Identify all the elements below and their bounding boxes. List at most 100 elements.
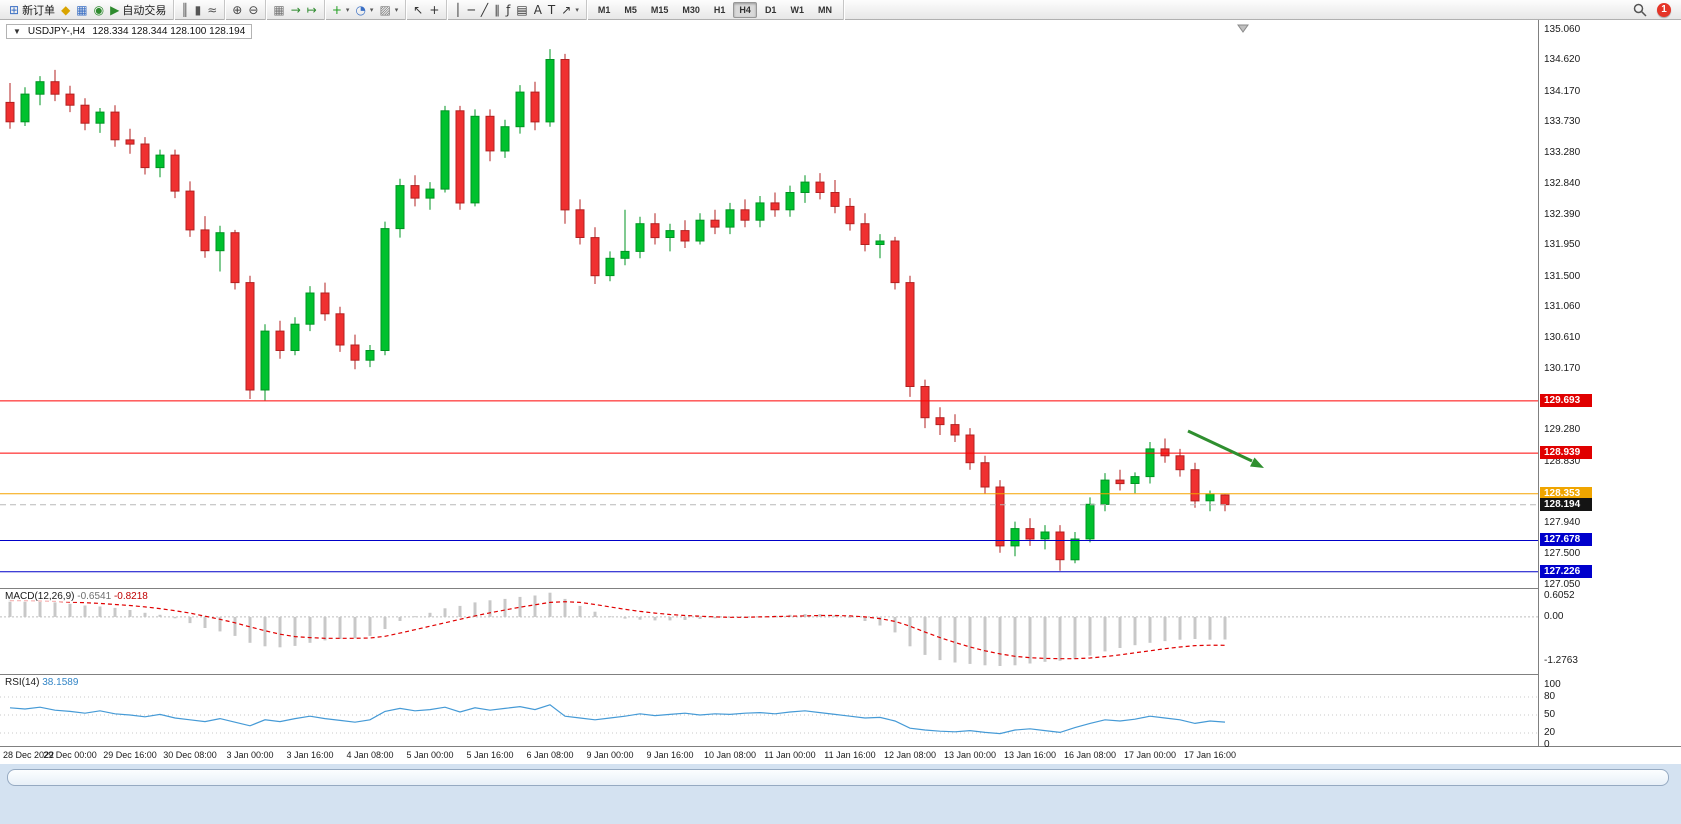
price-tick: 133.280 (1544, 147, 1581, 158)
search-icon[interactable] (1633, 3, 1647, 17)
price-tick: 134.170 (1544, 86, 1581, 97)
price-tick: 127.050 (1544, 579, 1581, 590)
templates-icon: ▨ (379, 2, 391, 17)
trendline-button[interactable]: ╱ (478, 1, 491, 19)
toolbar-group: │ ─ ╱ ∥ ƒ ▤ A T ↗ ▾ (447, 0, 587, 20)
candlestick-chart-button[interactable]: ▮ (192, 1, 205, 19)
price-tick: 129.280 (1544, 424, 1581, 435)
rsi-pane[interactable]: RSI(14) 38.1589 (0, 674, 1538, 746)
rsi-value: 38.1589 (42, 677, 79, 688)
timeframe-m5-button[interactable]: M5 (624, 4, 637, 15)
time-label: 30 Dec 08:00 (163, 750, 217, 760)
time-label: 9 Jan 16:00 (646, 750, 694, 760)
timeframe-w1-button[interactable]: W1 (790, 4, 804, 15)
toolbar-group: ↖ + (406, 0, 448, 20)
time-label: 29 Dec 00:00 (43, 750, 97, 760)
price-tick: 128.830 (1544, 456, 1581, 467)
cursor-button[interactable]: ↖ (410, 1, 426, 19)
templates-button[interactable]: ▨ ▾ (376, 1, 401, 19)
price-badge: 129.693 (1540, 394, 1592, 407)
metaeditor-icon: ◆ (61, 2, 71, 17)
toolbar-group: ║ ▮ ≈ (174, 0, 226, 20)
chart-shift-button[interactable]: ↦ (304, 1, 320, 19)
tile-windows-icon: ▦ (273, 2, 285, 17)
autotrading-button[interactable]: ▶ 自动交易 (107, 1, 169, 19)
rsi-header: RSI(14) 38.1589 (5, 677, 79, 688)
text-button[interactable]: A (531, 1, 545, 19)
macd-main-value: -0.6541 (77, 591, 112, 602)
zoom-in-button[interactable]: ⊕ (229, 1, 245, 19)
collapse-toggle-icon[interactable]: ▼ (13, 27, 21, 36)
periods-icon: ◔ (355, 2, 366, 17)
price-badge: 128.194 (1540, 498, 1592, 511)
timeframe-d1-button[interactable]: D1 (764, 4, 777, 15)
new-order-button[interactable]: ⊞ 新订单 (6, 1, 58, 19)
macd-signal-value: -0.8218 (113, 591, 148, 602)
periods-button[interactable]: ◔ ▾ (352, 1, 376, 19)
timeframe-mn-button[interactable]: MN (817, 4, 832, 15)
timeframe-m15-button[interactable]: M15 (650, 4, 669, 15)
price-badge: 128.353 (1540, 487, 1592, 500)
price-tick: 135.060 (1544, 24, 1581, 35)
fibonacci-button[interactable]: ƒ (503, 1, 513, 19)
text-label-icon: T (547, 2, 556, 17)
crosshair-button[interactable]: + (426, 1, 442, 19)
rsi-axis-tick: 0 (1544, 739, 1550, 750)
price-axis[interactable]: 135.060 134.620 134.170 133.730 133.280 132.8… (1538, 20, 1681, 750)
macd-pane[interactable]: MACD(12,26,9) -0.6541 -0.8218 (0, 588, 1538, 674)
shapes-icon: ▤ (516, 2, 528, 17)
price-badge: 127.226 (1540, 565, 1592, 578)
toolbar-group: + ▾ ◔ ▾ ▨ ▾ (325, 0, 407, 20)
horizontal-scrollbar[interactable] (7, 769, 1669, 786)
time-label: 12 Jan 08:00 (883, 750, 937, 760)
horizontal-line-button[interactable]: ─ (465, 1, 478, 19)
zoom-in-icon: ⊕ (232, 2, 243, 17)
timeframe-m1-button[interactable]: M1 (597, 4, 611, 15)
price-tick: 130.610 (1544, 332, 1581, 343)
shapes-button[interactable]: ▤ (513, 1, 530, 19)
line-chart-button[interactable]: ≈ (204, 1, 220, 19)
rsi-axis-tick: 100 (1544, 679, 1561, 690)
timeframe-h1-button[interactable]: H1 (713, 4, 726, 15)
main-chart-pane[interactable]: ▼ USDJPY-,H4 128.334 128.344 128.100 128… (0, 20, 1538, 588)
market-watch-button[interactable]: ▦ (73, 1, 90, 19)
time-label: 5 Jan 16:00 (466, 750, 514, 760)
arrows-icon: ↗ (561, 2, 572, 17)
arrows-button[interactable]: ↗ ▾ (558, 1, 582, 19)
tile-windows-button[interactable]: ▦ (270, 1, 287, 19)
new-order-button-label: 新订单 (22, 4, 56, 17)
time-axis[interactable]: 28 Dec 2022 29 Dec 00:00 29 Dec 16:00 30 De… (0, 746, 1681, 764)
toolbar-group: ⊕ ⊖ (225, 0, 267, 20)
notification-badge[interactable]: 1 (1657, 2, 1671, 17)
chart-symbol-period: USDJPY-,H4 (27, 26, 86, 37)
time-label: 29 Dec 16:00 (103, 750, 157, 760)
equidistant-channel-button[interactable]: ∥ (491, 1, 503, 19)
indicators-button[interactable]: + ▾ (329, 1, 353, 19)
time-label: 4 Jan 08:00 (346, 750, 394, 760)
price-badge: 127.678 (1540, 533, 1592, 546)
time-label: 17 Jan 16:00 (1183, 750, 1237, 760)
navigator-button[interactable]: ◉ (91, 1, 107, 19)
toolbar-group: ⊞ 新订单 ◆ ▦ ◉ ▶ 自动交易 (2, 0, 175, 20)
rsi-axis-tick: 50 (1544, 709, 1556, 720)
text-label-button[interactable]: T (545, 1, 558, 19)
timeframe-h4-button[interactable]: H4 (733, 1, 757, 18)
macd-header: MACD(12,26,9) -0.6541 -0.8218 (5, 591, 148, 602)
zoom-out-button[interactable]: ⊖ (245, 1, 261, 19)
trend-arrow-annotation[interactable] (1187, 429, 1253, 463)
auto-scroll-button[interactable]: → (288, 1, 304, 19)
time-label: 10 Jan 08:00 (703, 750, 757, 760)
price-tick: 131.500 (1544, 271, 1581, 282)
chart-shift-marker-icon[interactable] (1237, 24, 1249, 33)
zoom-out-icon: ⊖ (248, 2, 259, 17)
time-label: 28 Dec 2022 (3, 750, 55, 760)
bar-chart-button[interactable]: ║ (178, 1, 191, 19)
chart-area: ▼ USDJPY-,H4 128.334 128.344 128.100 128… (0, 20, 1681, 764)
metaeditor-button[interactable]: ◆ (58, 1, 73, 19)
timeframe-m30-button[interactable]: M30 (682, 4, 700, 15)
time-label: 3 Jan 00:00 (226, 750, 274, 760)
dropdown-caret-icon: ▾ (394, 6, 399, 14)
macd-label: MACD(12,26,9) (5, 591, 75, 602)
vertical-line-button[interactable]: │ (451, 1, 464, 19)
time-label: 11 Jan 16:00 (824, 750, 876, 760)
